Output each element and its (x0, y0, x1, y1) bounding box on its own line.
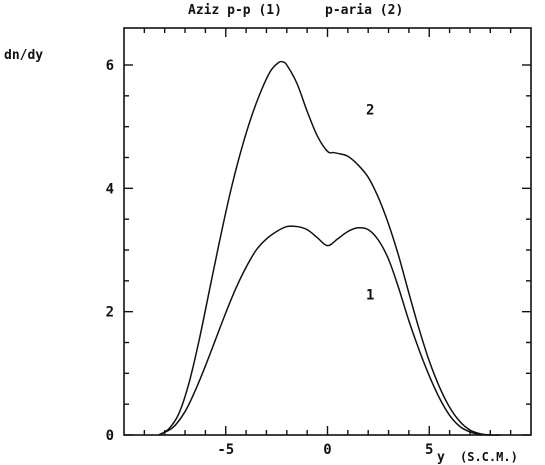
y-tick-label: 2 (106, 305, 114, 321)
series-line-2 (158, 60, 501, 436)
series-label-1: 1 (366, 287, 374, 303)
axis-ticks (124, 28, 531, 436)
plot-frame (123, 27, 532, 436)
axis-tick-labels: -5 0 5 0 2 4 6 (106, 58, 434, 458)
y-axis-label: dn/dy (4, 48, 43, 63)
series-line-1 (158, 225, 491, 436)
series-label-2: 2 (366, 102, 374, 118)
chart-title-series-1: Aziz p-p (1) (188, 3, 282, 18)
series-labels: 12 (366, 102, 374, 303)
x-axis-unit-note: (S.C.M.) (460, 450, 518, 464)
data-series (158, 60, 501, 436)
y-tick-label: 6 (106, 58, 114, 74)
chart-title-series-2: p-aria (2) (325, 3, 403, 18)
x-tick-label: -5 (217, 442, 234, 458)
x-tick-label: 5 (425, 442, 433, 458)
x-axis-label: y (437, 450, 445, 465)
y-tick-label: 4 (106, 181, 114, 197)
y-tick-label: 0 (106, 428, 114, 444)
x-tick-label: 0 (323, 442, 331, 458)
